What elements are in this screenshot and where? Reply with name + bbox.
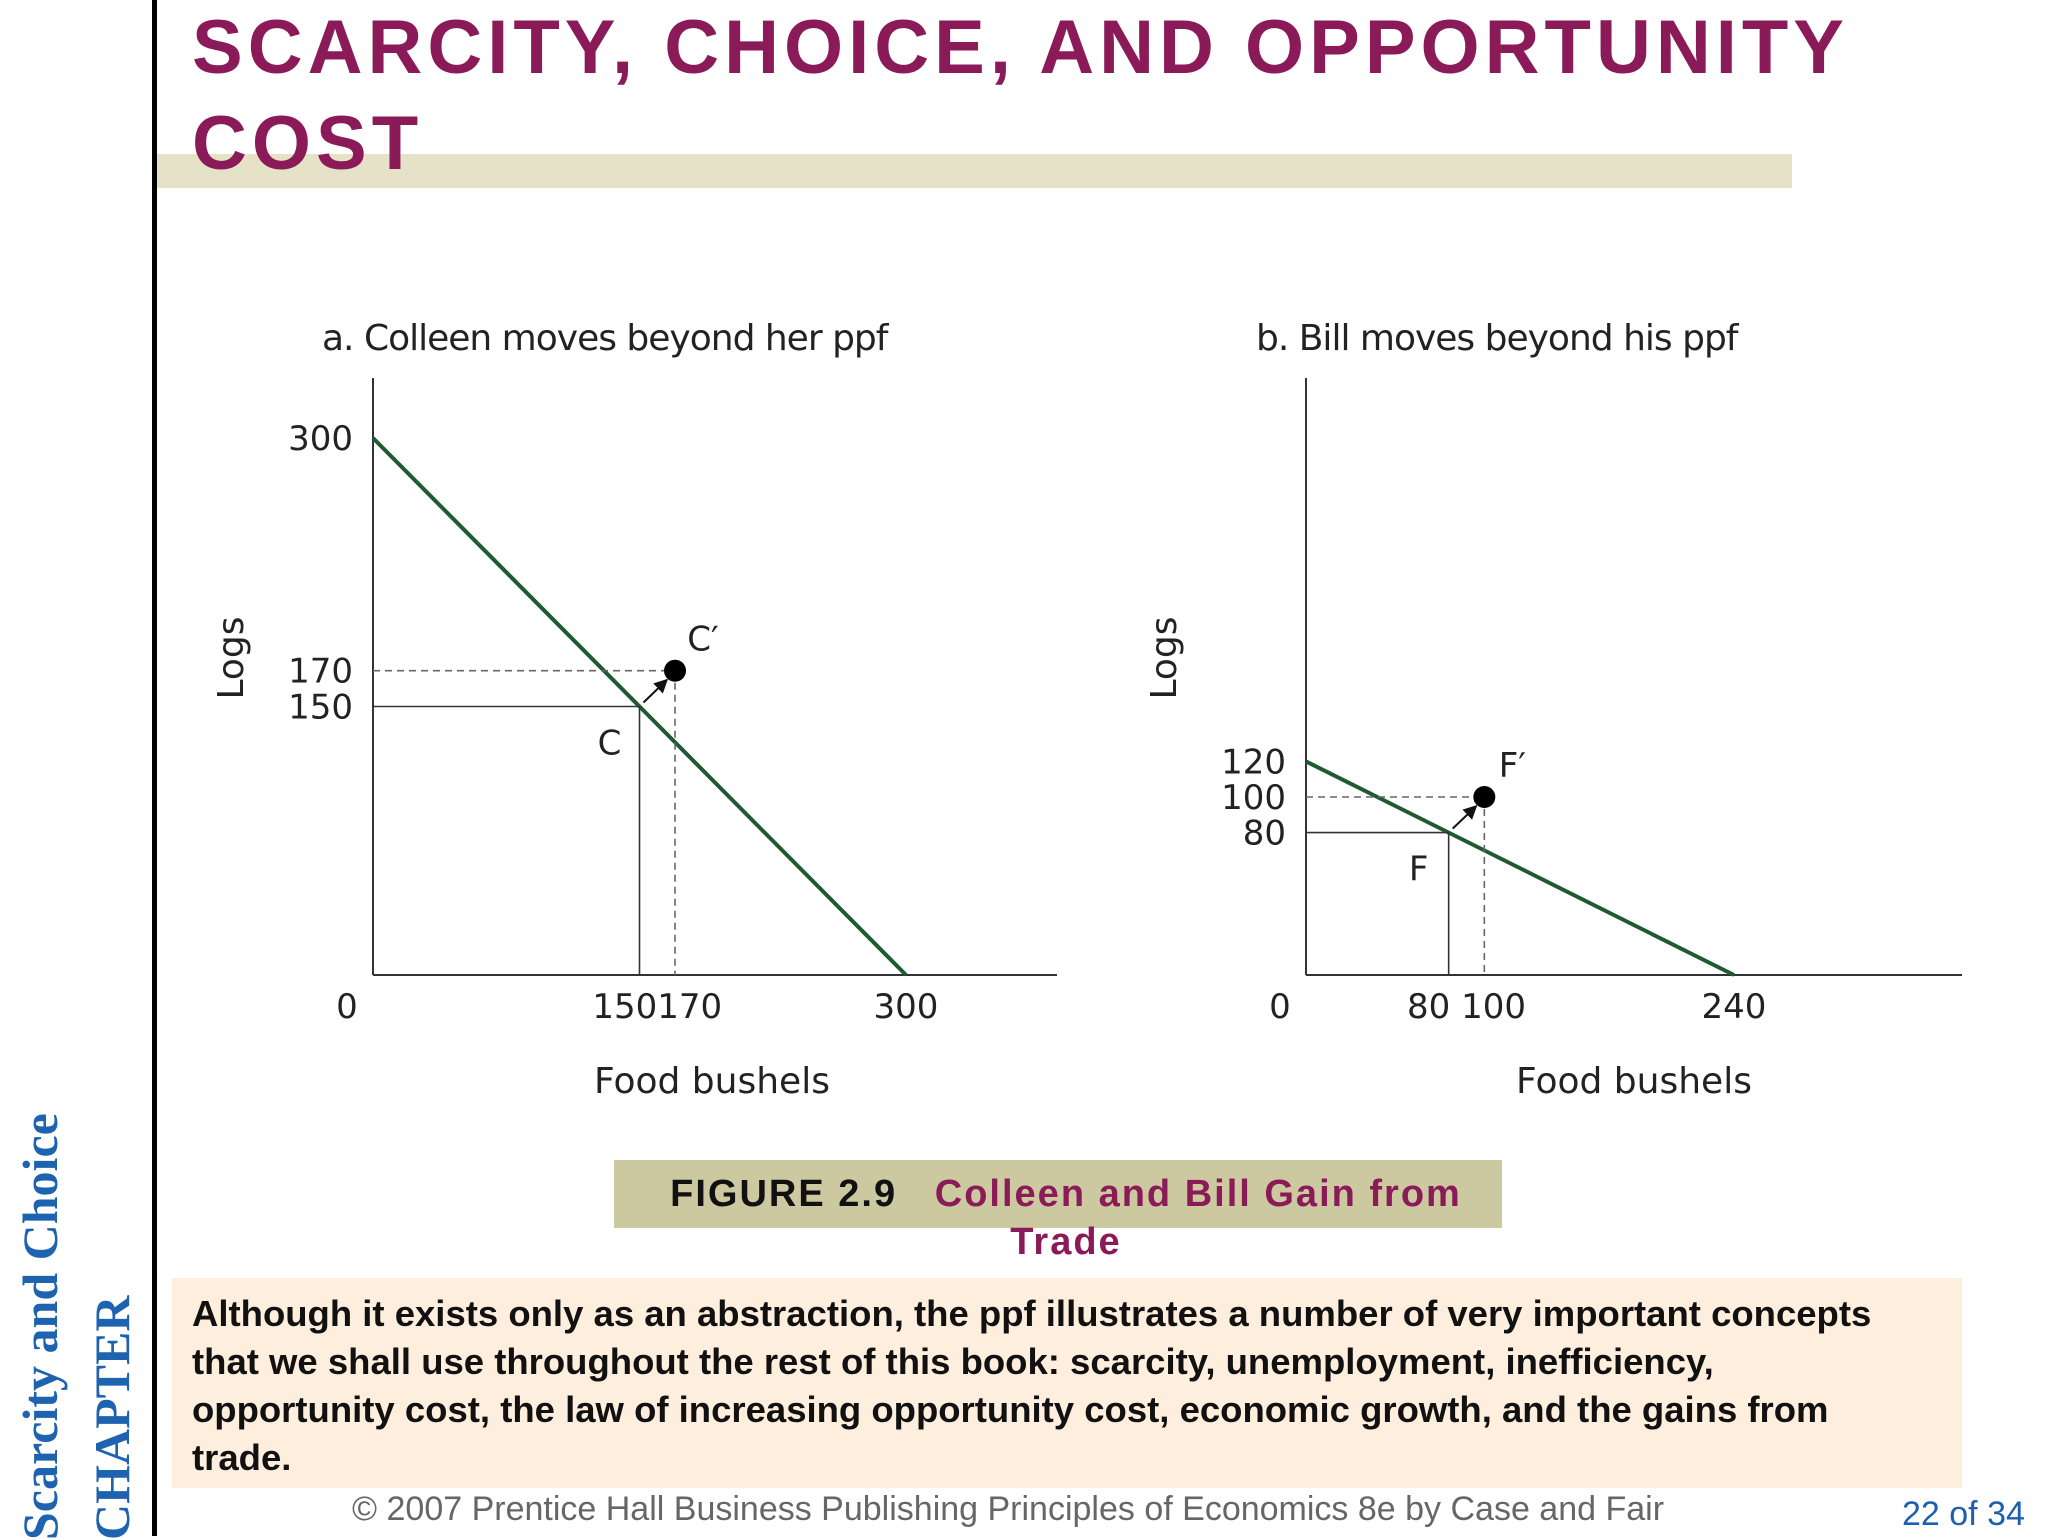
body-text: Although it exists only as an abstractio… — [192, 1293, 1872, 1478]
figure-number: FIGURE 2.9 — [670, 1173, 898, 1215]
footer-copyright: © 2007 Prentice Hall Business Publishing… — [352, 1490, 1665, 1528]
panel-a-x-tick-label: 300 — [874, 987, 939, 1027]
panel-a-y-tick-label: 300 — [288, 419, 353, 459]
figure-title: Colleen and Bill Gain from Trade — [934, 1173, 1462, 1263]
panel-b-ppf-line — [1305, 759, 1735, 977]
panel-a-point-label: C′ — [687, 620, 718, 660]
figure-caption: FIGURE 2.9 Colleen and Bill Gain from Tr… — [626, 1170, 1506, 1266]
figure-caption-box — [614, 1160, 1502, 1228]
panel-b-x-axis-label: Food bushels — [1516, 1061, 1752, 1102]
panel-b-x-tick-label: 0 — [1269, 987, 1291, 1027]
panel-a-y-axis-label: Logs — [211, 616, 252, 699]
panel-a-y-tick-label: 150 — [288, 688, 353, 728]
panel-a-x-axis-label: Food bushels — [594, 1061, 830, 1102]
panel-b-y-tick-label: 100 — [1221, 778, 1286, 818]
panel-a-title: a. Colleen moves beyond her ppf — [322, 318, 888, 359]
panel-b-y-tick-label: 80 — [1243, 814, 1286, 854]
panel-b-y-axis-label: Logs — [1144, 616, 1185, 699]
panel-b-x-tick-label: 240 — [1702, 987, 1767, 1027]
panel-b-y-tick-label: 120 — [1221, 742, 1286, 782]
panel-a-x-tick-label: 150170 — [592, 987, 722, 1027]
panel-b-arrow — [1451, 805, 1478, 830]
panel-b-point-f-prime — [1473, 786, 1496, 808]
panel-a-x-tick-label: 0 — [336, 987, 358, 1027]
sidebar-rule — [152, 0, 157, 1536]
panel-b-x-tick-label: 80 100 — [1407, 987, 1526, 1027]
panel-b-title: b. Bill moves beyond his ppf — [1256, 318, 1738, 359]
title-underline-bar — [157, 154, 1792, 188]
panel-a-arrow — [642, 678, 669, 704]
slide-title: SCARCITY, CHOICE, AND OPPORTUNITY COST — [192, 5, 1848, 186]
page-number: 22 of 34 — [1902, 1495, 2025, 1533]
panel-a-point-c-prime — [664, 659, 687, 682]
panel-a-y-tick-label: 170 — [288, 652, 353, 692]
panel-b-point-label: F′ — [1499, 746, 1526, 786]
body-text-box — [172, 1278, 1962, 1488]
panel-b-point-label: F — [1409, 850, 1429, 890]
panel-a-point-label: C — [598, 724, 622, 764]
